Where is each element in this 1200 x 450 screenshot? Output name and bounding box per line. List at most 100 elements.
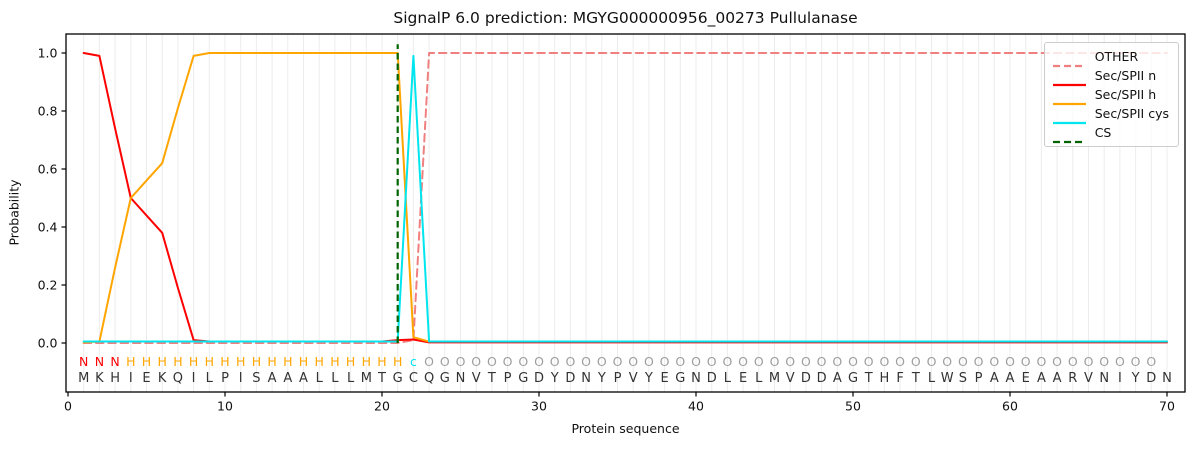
svg-text:G: G [675,371,685,386]
svg-text:O: O [832,354,842,369]
svg-text:O: O [644,354,654,369]
svg-text:20: 20 [374,399,390,414]
svg-text:T: T [911,371,920,386]
svg-text:30: 30 [531,399,547,414]
svg-text:P: P [975,371,983,386]
svg-text:O: O [691,354,701,369]
svg-text:70: 70 [1159,399,1175,414]
legend-swatch-other-icon [1052,54,1087,67]
legend-swatch-sec-spii-h-icon [1052,92,1087,105]
svg-text:60: 60 [1002,399,1018,414]
x-ticks: 0 10 20 30 40 50 60 70 [64,392,1175,414]
svg-text:H: H [267,354,276,369]
series-line-other [82,52,1168,344]
svg-text:O: O [613,354,623,369]
svg-text:O: O [801,354,811,369]
chart-title: SignalP 6.0 prediction: MGYG000000956_00… [393,9,858,27]
legend-label-sec-spii-h: Sec/SPII h [1094,87,1157,102]
series-line-sec-spii-cys [82,54,1168,343]
svg-text:N: N [456,371,466,386]
svg-text:S: S [252,371,260,386]
svg-text:T: T [864,371,873,386]
series-line-sec-spii-h [82,52,1168,344]
svg-text:E: E [660,371,668,386]
svg-text:S: S [959,371,967,386]
svg-text:0: 0 [64,399,72,414]
svg-text:c: c [410,354,417,369]
gridlines [83,34,1168,392]
svg-text:O: O [864,354,874,369]
svg-text:O: O [1146,354,1156,369]
svg-text:D: D [1146,371,1156,386]
svg-text:O: O [628,354,638,369]
svg-text:H: H [173,354,182,369]
svg-text:L: L [206,371,214,386]
svg-text:Y: Y [644,371,653,386]
svg-text:O: O [722,354,732,369]
svg-text:C: C [409,371,418,386]
svg-text:L: L [928,371,936,386]
legend-swatch-sec-spii-cys-icon [1052,111,1087,124]
svg-text:A: A [299,371,308,386]
svg-text:O: O [440,354,450,369]
svg-text:H: H [189,354,198,369]
legend-item-cs: CS [1052,125,1169,143]
svg-text:O: O [565,354,575,369]
svg-text:V: V [1084,371,1093,386]
svg-text:L: L [347,371,355,386]
svg-text:O: O [754,354,764,369]
svg-text:O: O [424,354,434,369]
svg-text:D: D [534,371,544,386]
svg-text:H: H [220,354,229,369]
svg-text:O: O [1084,354,1094,369]
svg-text:O: O [1099,354,1109,369]
svg-text:V: V [629,371,638,386]
svg-text:O: O [879,354,889,369]
svg-text:G: G [848,371,858,386]
svg-text:A: A [833,371,842,386]
svg-text:A: A [1006,371,1015,386]
plot-border [65,33,1186,393]
y-ticks: 0.0 0.2 0.4 0.6 0.8 1.0 [38,45,66,350]
svg-text:N: N [691,371,701,386]
svg-text:O: O [487,354,497,369]
x-axis-label: Protein sequence [571,421,680,436]
svg-text:G: G [393,371,403,386]
svg-text:R: R [1068,371,1077,386]
svg-text:D: D [817,371,827,386]
svg-text:I: I [239,371,243,386]
svg-text:I: I [192,371,196,386]
svg-text:H: H [142,354,151,369]
svg-text:O: O [581,354,591,369]
svg-text:0.0: 0.0 [38,335,58,350]
svg-text:O: O [1021,354,1031,369]
svg-text:O: O [503,354,513,369]
svg-text:H: H [377,354,386,369]
svg-text:Y: Y [550,371,559,386]
svg-text:H: H [283,354,292,369]
svg-text:H: H [330,354,339,369]
svg-text:H: H [299,354,308,369]
svg-text:H: H [346,354,355,369]
svg-text:O: O [1115,354,1125,369]
svg-text:Y: Y [1131,371,1140,386]
svg-text:O: O [660,354,670,369]
svg-text:O: O [534,354,544,369]
svg-text:Q: Q [424,371,434,386]
svg-text:O: O [707,354,717,369]
svg-text:0.8: 0.8 [38,103,58,118]
svg-text:O: O [550,354,560,369]
legend-label-cs: CS [1094,125,1112,140]
svg-text:O: O [911,354,921,369]
svg-text:O: O [770,354,780,369]
svg-text:0.4: 0.4 [38,219,58,234]
svg-text:E: E [739,371,747,386]
svg-text:N: N [79,354,88,369]
svg-text:O: O [597,354,607,369]
legend-label-sec-spii-n: Sec/SPII n [1094,68,1157,83]
svg-text:A: A [1037,371,1046,386]
svg-text:0.6: 0.6 [38,161,58,176]
legend: OTHER Sec/SPII n Sec/SPII h Sec/SPII cys… [1043,42,1179,147]
svg-text:L: L [331,371,339,386]
svg-text:N: N [1099,371,1109,386]
